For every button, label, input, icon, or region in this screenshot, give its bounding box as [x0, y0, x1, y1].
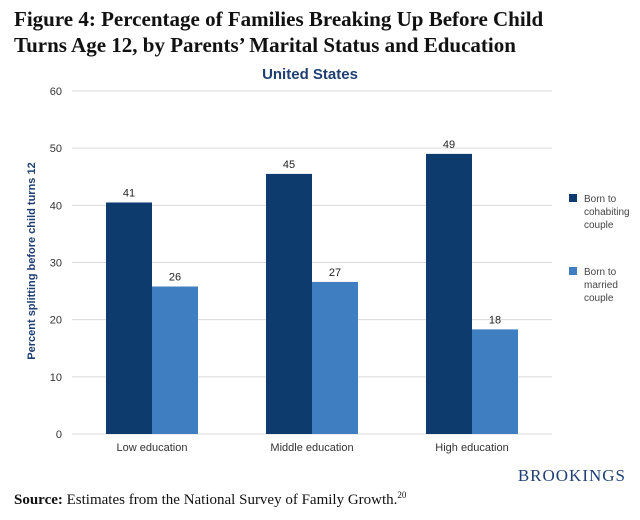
data-label: 26	[169, 272, 181, 284]
legend-label: married	[584, 280, 618, 291]
y-axis-label: Percent splitting before child turns 12	[26, 162, 38, 359]
bars	[106, 153, 518, 434]
source-text: Estimates from the National Survey of Fa…	[62, 492, 398, 508]
bar	[312, 281, 358, 434]
legend-swatch	[569, 267, 577, 275]
data-label: 27	[329, 267, 341, 279]
x-tick-label: High education	[435, 442, 508, 454]
data-label: 45	[283, 159, 295, 171]
legend-label: couple	[584, 220, 614, 231]
y-tick-label: 60	[50, 86, 62, 98]
y-tick-labels: 0 10 20 30 40 50 60	[50, 86, 62, 441]
source-note: Source: Estimates from the National Surv…	[14, 490, 406, 509]
legend-label: Born to	[584, 194, 617, 205]
legend-label: couple	[584, 293, 614, 304]
y-tick-label: 40	[50, 200, 62, 212]
y-tick-label: 20	[50, 315, 62, 327]
bar	[152, 286, 198, 434]
y-tick-label: 30	[50, 258, 62, 270]
source-label: Source:	[14, 492, 63, 508]
bar-chart: United States Percent splitting before c…	[26, 66, 630, 454]
x-tick-labels: Low education Middle education High educat…	[117, 442, 509, 454]
legend-label: cohabiting	[584, 207, 630, 218]
figure-title-line-2: Turns Age 12, by Parents’ Marital Status…	[14, 33, 516, 57]
bar	[266, 173, 312, 434]
source-footnote: 20	[397, 490, 407, 500]
x-tick-label: Middle education	[270, 442, 353, 454]
figure-title: Figure 4: Percentage of Families Breakin…	[14, 6, 626, 58]
figure-title-line-1: Figure 4: Percentage of Families Breakin…	[14, 7, 544, 31]
chart-title: United States	[262, 66, 358, 83]
legend: Born to cohabiting couple Born to married cou…	[569, 194, 630, 304]
legend-label: Born to	[584, 267, 617, 278]
y-tick-label: 0	[56, 429, 62, 441]
data-labels: 41 26 45 27 49 18	[123, 139, 501, 327]
bar	[106, 202, 152, 434]
data-label: 41	[123, 187, 135, 199]
data-label: 49	[443, 139, 455, 151]
legend-swatch	[569, 194, 577, 202]
y-tick-label: 10	[50, 372, 62, 384]
y-tick-label: 50	[50, 143, 62, 155]
bar	[426, 153, 472, 434]
data-label: 18	[489, 314, 501, 326]
x-tick-label: Low education	[117, 442, 188, 454]
brookings-logo: BROOKINGS	[517, 466, 626, 485]
bar	[472, 329, 518, 434]
